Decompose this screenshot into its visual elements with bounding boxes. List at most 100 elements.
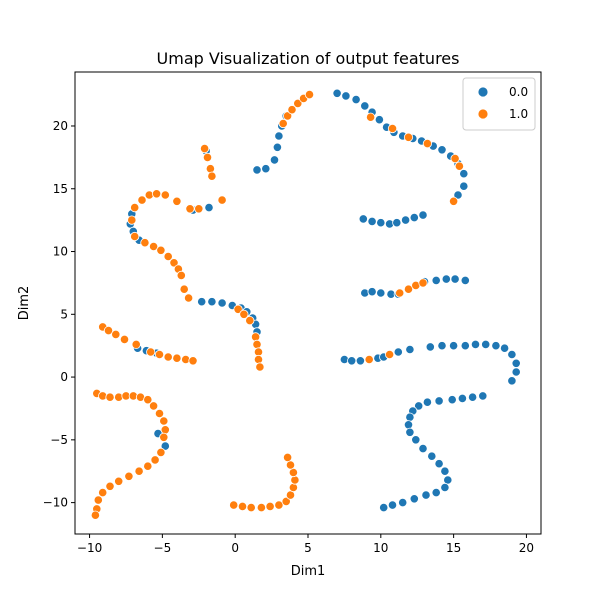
- data-point: [441, 274, 451, 284]
- data-point: [418, 210, 428, 220]
- data-point: [163, 251, 173, 262]
- data-point: [422, 139, 432, 149]
- data-point: [437, 145, 447, 155]
- x-axis: −10 −5 0 5 10 15 20: [77, 534, 534, 555]
- data-point: [282, 452, 293, 462]
- data-point: [105, 481, 115, 491]
- data-point: [176, 270, 186, 280]
- data-point: [281, 496, 291, 506]
- data-point: [395, 288, 405, 298]
- data-point: [403, 420, 414, 430]
- data-point: [351, 95, 361, 105]
- data-point: [98, 487, 108, 498]
- data-point: [427, 451, 437, 461]
- y-tick-label: 0: [60, 370, 68, 384]
- data-point: [376, 288, 386, 298]
- data-point: [160, 441, 170, 451]
- data-point: [481, 339, 491, 349]
- data-point: [114, 476, 124, 486]
- data-point: [90, 510, 101, 520]
- data-point: [251, 332, 261, 342]
- y-tick-label: −5: [50, 433, 68, 447]
- data-point: [172, 353, 182, 363]
- data-point: [103, 325, 114, 336]
- data-point: [365, 112, 376, 122]
- data-point: [207, 171, 217, 181]
- data-point: [450, 274, 460, 284]
- legend-label: 1.0: [509, 107, 528, 121]
- data-point: [411, 435, 421, 445]
- data-point: [418, 278, 428, 288]
- legend-marker: [477, 108, 489, 120]
- data-point: [200, 144, 210, 154]
- data-point: [149, 241, 159, 252]
- data-point: [367, 287, 377, 297]
- data-point: [405, 412, 415, 422]
- data-point: [355, 356, 365, 366]
- data-point: [188, 356, 198, 366]
- data-point: [137, 195, 147, 205]
- data-point: [341, 91, 351, 101]
- data-point: [288, 482, 298, 493]
- data-point: [364, 354, 374, 365]
- data-point: [403, 284, 414, 294]
- data-point: [252, 339, 262, 349]
- data-point: [143, 395, 153, 405]
- data-point: [431, 487, 441, 498]
- data-point: [376, 218, 386, 228]
- legend-marker: [477, 86, 489, 98]
- data-point: [282, 111, 293, 121]
- data-point: [237, 501, 248, 511]
- data-point: [159, 432, 169, 442]
- data-point: [447, 395, 457, 405]
- data-point: [202, 152, 213, 162]
- data-point: [387, 500, 398, 510]
- data-point: [384, 349, 395, 360]
- legend-label: 0.0: [509, 85, 528, 99]
- data-point: [285, 490, 296, 500]
- series-0.0: [125, 88, 521, 513]
- data-point: [287, 105, 297, 115]
- y-axis: −10 −5 0 5 10 15 20: [43, 119, 75, 510]
- legend: 0.0 1.0: [462, 77, 536, 131]
- data-point: [374, 115, 384, 125]
- data-point: [431, 275, 441, 285]
- data-point: [105, 392, 115, 402]
- data-point: [159, 416, 169, 426]
- data-point: [409, 213, 419, 223]
- x-tick-label: 5: [304, 541, 312, 555]
- y-tick-label: 20: [53, 119, 68, 133]
- data-point: [467, 392, 478, 402]
- data-point: [246, 502, 256, 513]
- data-point: [434, 459, 444, 469]
- data-point: [499, 343, 510, 353]
- data-point: [460, 341, 470, 351]
- data-point: [124, 471, 134, 481]
- chart-title: Umap Visualization of output features: [157, 49, 460, 68]
- data-point: [194, 204, 204, 214]
- data-point: [367, 216, 377, 226]
- data-point: [252, 165, 262, 175]
- data-point: [184, 293, 194, 303]
- series-1.0: [90, 90, 464, 520]
- x-tick-label: 20: [519, 541, 534, 555]
- data-point: [459, 169, 469, 179]
- data-point: [143, 461, 153, 471]
- data-point: [179, 284, 189, 294]
- data-point: [434, 396, 444, 406]
- data-point: [278, 118, 288, 129]
- data-point: [293, 98, 303, 109]
- data-point: [233, 304, 243, 314]
- data-point: [398, 497, 408, 508]
- data-point: [507, 349, 517, 360]
- data-point: [130, 203, 140, 213]
- data-point: [154, 408, 165, 419]
- x-tick-label: −10: [77, 541, 102, 555]
- data-point: [146, 347, 156, 357]
- data-point: [437, 341, 447, 351]
- data-point: [127, 215, 137, 225]
- data-point: [450, 154, 460, 164]
- data-point: [156, 447, 166, 457]
- data-point: [204, 203, 214, 213]
